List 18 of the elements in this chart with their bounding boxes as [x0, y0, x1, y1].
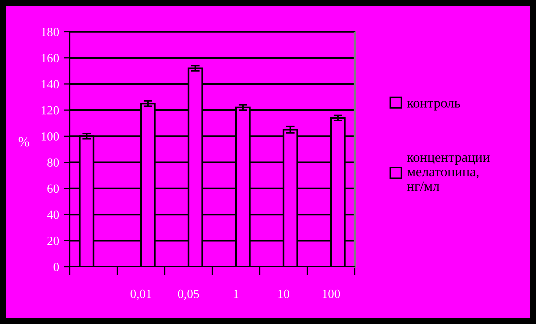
y-axis-title: %: [18, 137, 30, 147]
y-tick-label: 140: [42, 80, 60, 89]
y-tick-label: 100: [42, 132, 60, 141]
y-tick-label: 120: [42, 106, 60, 115]
legend-label: концентрации мелатонина, нг/мл: [407, 155, 490, 192]
legend-label: контроль: [407, 101, 460, 111]
x-tick-label: 0,01: [130, 290, 152, 300]
x-tick-label: 1: [234, 290, 239, 298]
y-tick-label: 80: [48, 158, 60, 168]
x-tick-label: 0,05: [178, 290, 200, 300]
y-tick-label: 160: [42, 54, 60, 63]
y-tick-label: 60: [48, 184, 60, 194]
y-tick-label: 40: [47, 210, 60, 220]
x-tick-label: 100: [322, 290, 340, 298]
y-tick-label: 20: [48, 236, 60, 246]
y-tick-label: 0: [54, 263, 60, 272]
x-tick-label: 10: [278, 290, 290, 298]
y-tick-label: 180: [42, 28, 60, 36]
